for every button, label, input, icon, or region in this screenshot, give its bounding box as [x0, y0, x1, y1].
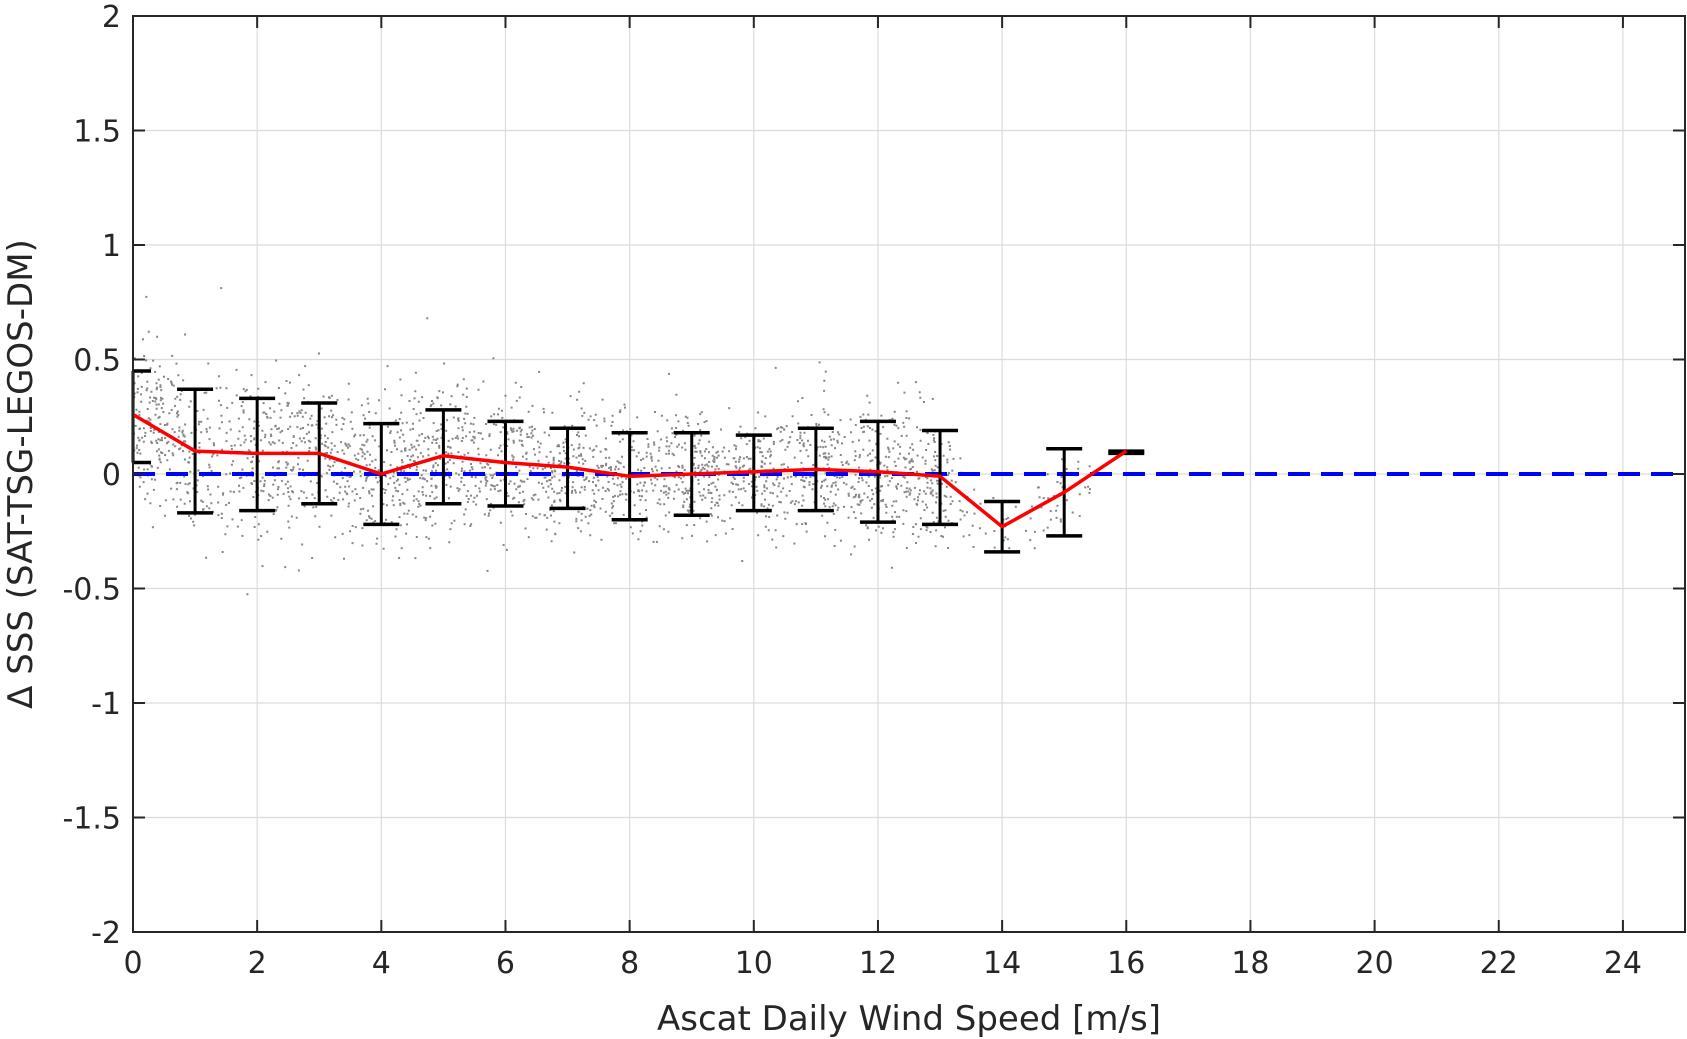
x-tick-label: 4 [372, 946, 391, 981]
y-tick-label: 1 [102, 229, 121, 264]
x-axis-ticks: 0 2 4 6 8 10 12 14 16 18 20 22 24 [123, 16, 1642, 981]
x-tick-label: 8 [620, 946, 639, 981]
y-tick-label: -2 [91, 916, 121, 951]
x-tick-label: 18 [1231, 946, 1269, 981]
x-tick-label: 10 [735, 946, 773, 981]
x-tick-label: 0 [123, 946, 142, 981]
x-tick-label: 14 [983, 946, 1021, 981]
y-tick-label: 1.5 [73, 115, 121, 150]
x-tick-label: 24 [1604, 946, 1642, 981]
x-axis-label: Ascat Daily Wind Speed [m/s] [657, 999, 1161, 1039]
y-axis-label: Δ SSS (SAT-TSG-LEGOS-DM) [1, 239, 41, 709]
x-tick-label: 20 [1356, 946, 1394, 981]
y-tick-label: -1.5 [62, 802, 121, 837]
y-tick-label: 2 [102, 0, 121, 35]
y-tick-label: -0.5 [62, 573, 121, 608]
x-tick-label: 6 [496, 946, 515, 981]
scatter-point-cloud [133, 287, 1091, 596]
y-tick-label: 0 [102, 458, 121, 493]
y-axis-ticks: -2 -1.5 -1 -0.5 0 0.5 1 1.5 2 [62, 0, 1685, 951]
x-tick-label: 22 [1480, 946, 1518, 981]
scatter-points [133, 287, 1091, 596]
x-tick-label: 2 [248, 946, 267, 981]
mean-line-group [132, 412, 1128, 529]
mean-line [132, 412, 1128, 529]
y-tick-label: -1 [91, 687, 121, 722]
error-bars [131, 369, 1145, 554]
x-tick-label: 16 [1107, 946, 1145, 981]
y-tick-label: 0.5 [73, 344, 121, 379]
x-tick-label: 12 [859, 946, 897, 981]
